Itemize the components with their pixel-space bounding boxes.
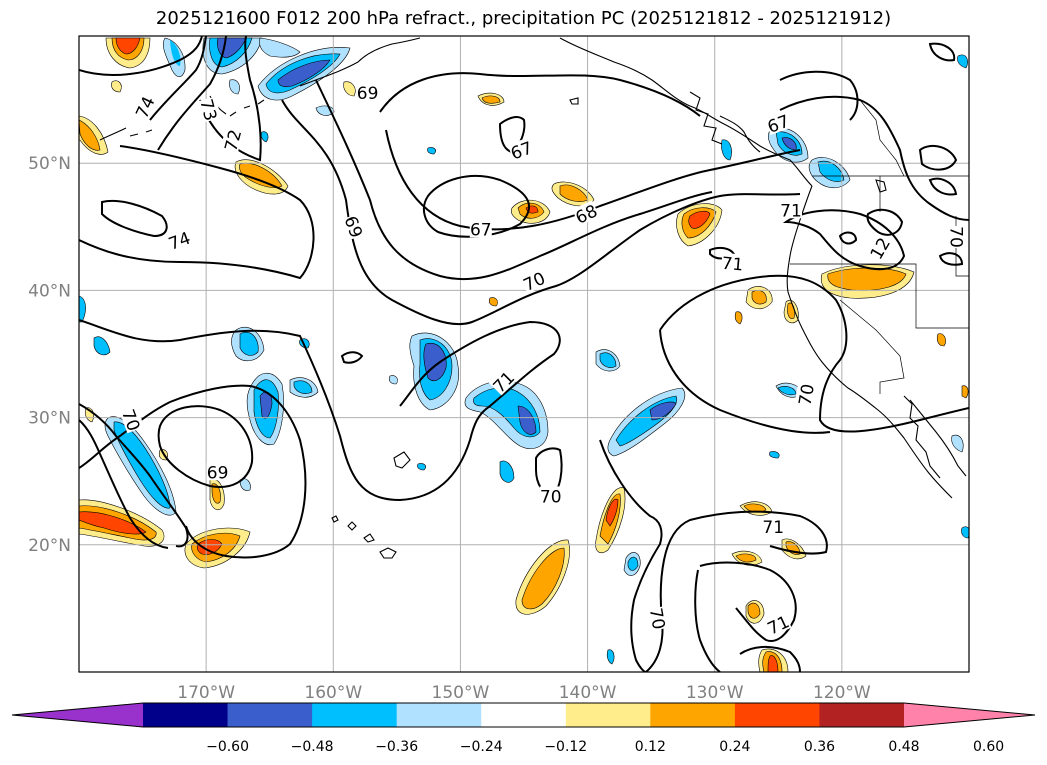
lon-tick-label: 140°W <box>559 683 617 703</box>
contour-label: 69 <box>207 463 229 483</box>
contour-label-bg <box>762 516 785 535</box>
contour-label-bg <box>342 213 367 240</box>
colorbar-tick-label: −0.24 <box>460 739 503 755</box>
lat-tick-label: 30°N <box>28 409 71 429</box>
contour-label-bg <box>131 93 158 121</box>
contour-label: 69 <box>340 214 366 241</box>
colorbar-swatch <box>312 703 398 727</box>
colorbar-tick-label: 0.36 <box>804 739 835 755</box>
contour-label-bg <box>865 233 893 262</box>
contour-label-bg <box>948 225 967 248</box>
contour-label: 67 <box>470 220 492 240</box>
contour-label: 71 <box>721 254 744 276</box>
latitude-labels: 50°N 40°N 30°N 20°N <box>28 154 71 556</box>
contour-label: 70 <box>945 226 965 248</box>
colorbar-swatch <box>143 703 229 727</box>
colorbar-tick-label: −0.60 <box>206 739 249 755</box>
colorbar-min-extension <box>12 703 143 727</box>
lat-tick-label: 50°N <box>28 154 71 174</box>
contour-label: 69 <box>357 84 379 104</box>
contour-label-bg <box>764 611 792 637</box>
coastlines <box>99 37 967 559</box>
contour-label-bg <box>488 367 518 396</box>
contour-label: 73 <box>195 97 220 123</box>
colorbar-labels: −0.60 −0.48 −0.36 −0.24 −0.12 0.12 0.24 0.36 0.4… <box>206 739 1004 755</box>
precip-shading <box>79 37 969 672</box>
map-title: 2025121600 F012 200 hPa refract., precip… <box>155 8 892 29</box>
contour-label-bg <box>198 96 222 123</box>
colorbar-tick-label: −0.36 <box>375 739 418 755</box>
colorbar-tick-label: −0.12 <box>544 739 587 755</box>
contour-label-bg <box>647 606 670 631</box>
contour-label: 12 <box>867 235 895 264</box>
refractivity-contours <box>79 36 969 672</box>
colorbar-swatch <box>819 703 905 727</box>
contour-label-bg <box>539 486 562 505</box>
contour-label: 71 <box>762 518 784 538</box>
contour-label-bg <box>764 110 792 136</box>
contour-label-bg <box>507 137 535 162</box>
contour-label: 74 <box>132 94 159 122</box>
lat-tick-label: 40°N <box>28 281 71 301</box>
contour-label-bg <box>572 200 600 226</box>
contour-label: 74 <box>166 229 193 255</box>
colorbar-swatch <box>227 703 313 727</box>
lon-tick-label: 170°W <box>177 683 235 703</box>
contour-label: 70 <box>645 606 668 631</box>
colorbar-max-extension <box>904 703 1035 727</box>
contour-label: 70 <box>540 487 562 507</box>
contour-label: 71 <box>780 201 802 221</box>
colorbar-swatch <box>734 703 820 727</box>
colorbar-tick-label: 0.60 <box>973 739 1004 755</box>
colorbar-tick-label: 0.24 <box>719 739 750 755</box>
contour-label: 70 <box>521 269 549 296</box>
contour-label-bg <box>220 127 244 153</box>
contour-label-bg <box>469 219 492 238</box>
colorbar-tick-label: 0.48 <box>888 739 919 755</box>
lon-tick-label: 120°W <box>813 683 871 703</box>
colorbar-outline <box>11 702 1036 728</box>
lon-tick-label: 160°W <box>304 683 362 703</box>
colorbar-swatch <box>396 703 482 727</box>
colorbar-tick-label: 0.12 <box>635 739 666 755</box>
contour-label: 72 <box>221 128 246 154</box>
contour-label-bg <box>794 382 817 407</box>
lon-tick-label: 130°W <box>686 683 744 703</box>
lat-tick-label: 20°N <box>28 536 71 556</box>
lon-tick-label: 150°W <box>432 683 490 703</box>
contour-label-bg <box>165 227 193 253</box>
contour-label-bg <box>119 406 145 434</box>
contour-label-bg <box>720 252 745 273</box>
contour-label: 70 <box>796 382 819 407</box>
contour-label-bg <box>356 83 379 102</box>
colorbar-swatch <box>565 703 651 727</box>
colorbar-swatch <box>650 703 736 727</box>
colorbar-swatch <box>481 703 567 727</box>
contour-label: 71 <box>765 612 793 639</box>
contour-label-bg <box>206 462 229 481</box>
colorbar-tick-label: −0.48 <box>291 739 334 755</box>
contour-label-bg <box>519 267 548 294</box>
colorbar <box>11 702 1036 728</box>
contour-label: 67 <box>508 138 535 164</box>
longitude-labels: 170°W 160°W 150°W 140°W 130°W 120°W <box>177 683 871 703</box>
contour-label-bg <box>780 200 802 219</box>
map-frame <box>78 35 970 673</box>
